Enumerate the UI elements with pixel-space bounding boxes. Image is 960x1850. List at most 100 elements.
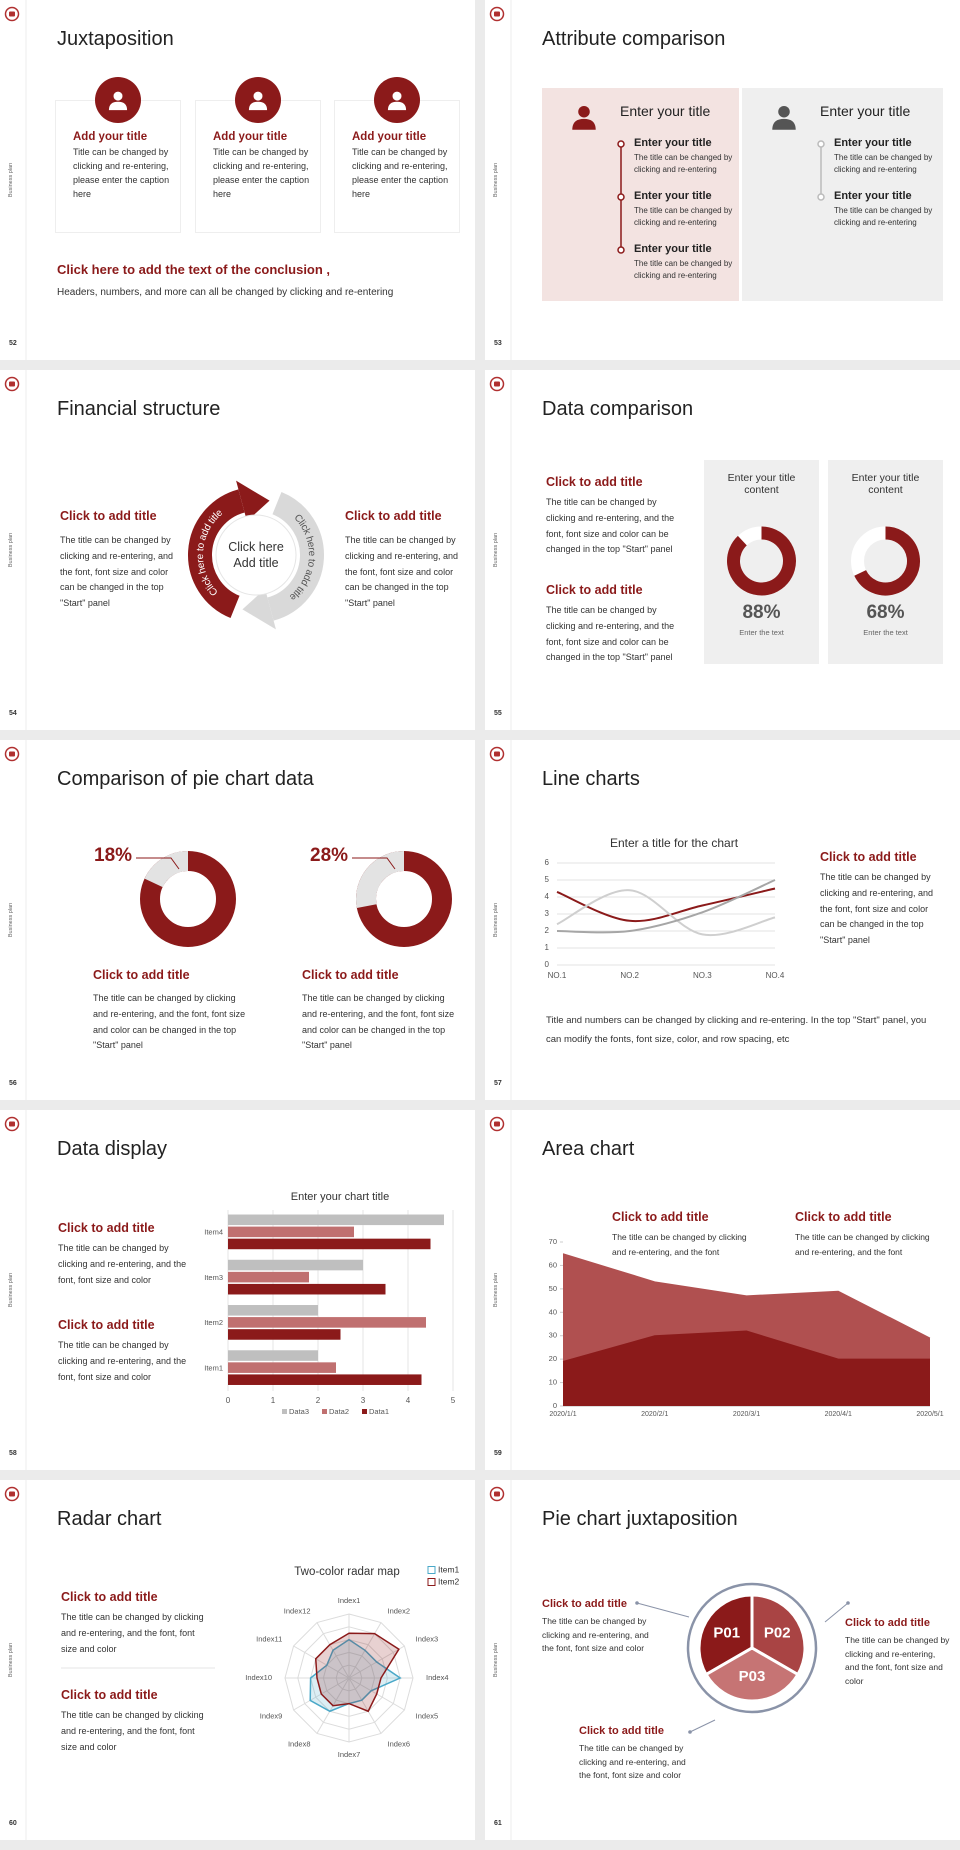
connector	[636, 1602, 690, 1618]
slide-graphics: Business plan 0 10 20 30 40 50 60 70 2020/1/1 2020…	[489, 1110, 944, 1470]
page-number: 52	[9, 340, 17, 347]
note: Title and numbers can be changed by clic…	[546, 1015, 927, 1045]
side-label: Business plan	[8, 163, 14, 197]
side-label: Business plan	[493, 533, 499, 567]
bar	[228, 1283, 386, 1295]
logo-mark	[494, 751, 500, 757]
donut-caption: Enter the text	[739, 628, 784, 637]
page-number: 53	[494, 340, 502, 347]
radar-label: Index10	[245, 1673, 272, 1682]
logo-mark	[494, 1121, 500, 1127]
chart-title: Enter a title for the chart	[609, 836, 739, 850]
slide-title: Radar chart	[57, 1508, 162, 1530]
legend-swatch	[427, 1578, 436, 1586]
slide-title: Juxtaposition	[57, 28, 174, 50]
side-label: Business plan	[493, 903, 499, 937]
slide: Business plan 56 Comparison of pie chart d…	[0, 740, 475, 1100]
item-text: The title can be changed by clicking and…	[834, 206, 933, 227]
block-title: Click to add title	[546, 583, 643, 597]
x-tick-label: 0	[226, 1396, 231, 1405]
y-tick-label: 5	[545, 875, 550, 884]
area-edge	[562, 1253, 931, 1339]
slide-graphics: Business plan Index1 Index2 Index3 Index4 Ind…	[4, 1480, 460, 1840]
bar	[228, 1238, 431, 1250]
y-tick-label: 0	[545, 960, 550, 969]
bar	[228, 1214, 444, 1226]
legend-swatch	[362, 1409, 367, 1414]
connector	[689, 1719, 716, 1733]
item-title: Enter your title	[634, 137, 712, 149]
x-tick-label: 1	[271, 1396, 276, 1405]
x-tick-label: 2020/4/1	[825, 1411, 852, 1418]
area-edge	[562, 1330, 930, 1362]
item-text: The title can be changed by clicking and…	[634, 153, 733, 174]
block-title: Click to add title	[345, 509, 442, 523]
slide: Business plan P01 P02 P03 61 Pie chart juxtap…	[485, 1480, 960, 1840]
card-text: Title can be changed by clicking and re-…	[213, 147, 310, 199]
slide: Business plan 0 1 2 3 4 5 6 NO.1 NO.2 NO.3 NO.4 57 Li…	[485, 740, 960, 1100]
panel-title: Enter your title	[820, 103, 911, 119]
block-text: The title can be changed by clicking and…	[302, 993, 455, 1051]
x-tick-label: 5	[451, 1396, 456, 1405]
conclusion-title: Click here to add the text of the conclu…	[57, 262, 331, 277]
donut-value: 68%	[866, 602, 905, 623]
timeline-dot	[817, 193, 825, 201]
page-number: 60	[9, 1820, 17, 1827]
logo-mark	[9, 11, 15, 17]
panel-title: Enter your title	[620, 103, 711, 119]
x-tick-label: NO.3	[693, 971, 712, 980]
icon-head	[392, 91, 402, 101]
donut-value: 28%	[310, 845, 349, 866]
donut-arc	[144, 851, 189, 888]
timeline-dot	[617, 140, 625, 148]
slide-title: Attribute comparison	[542, 28, 726, 50]
x-tick-label: 2	[316, 1396, 321, 1405]
y-tick-label: Item2	[204, 1318, 223, 1327]
radar-label: Index6	[388, 1740, 411, 1749]
pie-sector	[704, 1646, 800, 1703]
side-label: Business plan	[8, 903, 14, 937]
slide-graphics: Business plan	[4, 0, 420, 360]
x-tick-label: NO.2	[620, 971, 639, 980]
x-tick-label: 2020/5/1	[916, 1411, 943, 1418]
radar-spoke	[348, 1677, 382, 1734]
item-title: Enter your title	[834, 190, 912, 202]
x-tick-label: 4	[406, 1396, 411, 1405]
x-tick-label: 3	[361, 1396, 366, 1405]
block-title: Click to add title	[58, 1318, 155, 1332]
bar	[228, 1350, 318, 1361]
icon-head	[253, 91, 263, 101]
x-tick-label: 2020/2/1	[641, 1411, 668, 1418]
y-tick-label: 4	[545, 892, 550, 901]
side-label: Business plan	[493, 1273, 499, 1307]
legend-swatch	[282, 1409, 287, 1414]
slide-graphics: Business plan 0 1 2 3 4 5 Item1 Item2 Item3 Item4 D…	[4, 1110, 456, 1470]
icon-body	[572, 118, 596, 130]
legend-label: Item2	[438, 1576, 460, 1586]
bar	[228, 1259, 363, 1271]
block-title: Click to add title	[58, 1221, 155, 1235]
leader	[136, 857, 180, 870]
radar-label: Index5	[416, 1711, 439, 1720]
bar	[228, 1271, 309, 1283]
logo-mark	[9, 1491, 15, 1497]
side-label: Business plan	[8, 1273, 14, 1307]
block-text: The title can be changed by clicking and…	[546, 605, 675, 663]
donut-title: Enter your title content	[727, 472, 796, 496]
block-title: Click to add title	[542, 1598, 627, 1610]
item-text: The title can be changed by clicking and…	[834, 153, 933, 174]
slide-graphics: Business plan P01 P02 P03	[489, 1480, 850, 1840]
side-label: Business plan	[493, 1643, 499, 1677]
y-tick-label: 2	[545, 926, 550, 935]
slide-graphics: Business plan	[489, 0, 825, 360]
block-text: The title can be changed by clicking and…	[612, 1232, 747, 1257]
legend-label: Data1	[369, 1407, 389, 1416]
donut-title: Enter your title content	[851, 472, 920, 496]
card-title: Add your title	[213, 131, 288, 143]
block-title: Click to add title	[60, 509, 157, 523]
slide-title: Data comparison	[542, 398, 694, 420]
donut-value: 18%	[94, 845, 133, 866]
item-text: The title can be changed by clicking and…	[634, 259, 733, 280]
slide: Business plan 0 1 2 3 4 5 Item1 Item2 Item3 Item4 D…	[0, 1110, 475, 1470]
panel	[828, 460, 943, 664]
